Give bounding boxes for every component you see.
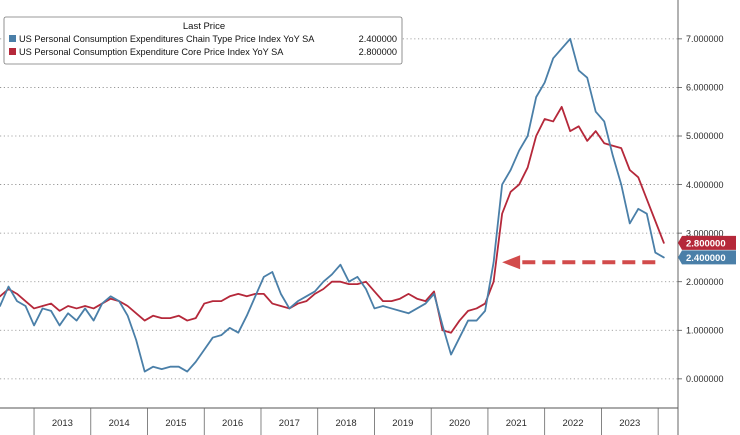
series-line-headline-pce <box>0 37 665 373</box>
x-tick-label: 2019 <box>392 418 413 429</box>
x-tick-label: 2020 <box>449 418 470 429</box>
last-price-badge-label: 2.800000 <box>686 238 726 249</box>
legend-box <box>3 16 403 65</box>
legend-entry-name: US Personal Consumption Expenditure Core… <box>19 47 284 57</box>
legend-swatch <box>9 35 16 42</box>
y-tick-label: 6.000000 <box>686 83 724 93</box>
x-tick-label: 2022 <box>562 418 583 429</box>
x-tick-label: 2018 <box>336 418 357 429</box>
x-tick-label: 2016 <box>222 418 243 429</box>
x-tick-label: 2013 <box>52 418 73 429</box>
x-tick-label: 2014 <box>109 418 130 429</box>
legend-entry-name: US Personal Consumption Expenditures Cha… <box>19 34 315 44</box>
x-tick-label: 2021 <box>506 418 527 429</box>
y-tick-label: 4.000000 <box>686 180 724 190</box>
legend-layer: Last Price US Personal Consumption Expend… <box>3 16 403 65</box>
x-tick-label: 2015 <box>165 418 186 429</box>
legend-entry-value: 2.800000 <box>359 47 397 57</box>
y-tick-label: 1.000000 <box>686 325 724 335</box>
y-tick-label: 3.000000 <box>686 228 724 238</box>
y-tick-label: 7.000000 <box>686 34 724 44</box>
grid-layer <box>0 38 678 380</box>
last-price-badge-label: 2.400000 <box>686 253 726 264</box>
legend-title: Last Price <box>183 21 225 32</box>
legend-swatch <box>9 48 16 55</box>
y-tick-label: 0.000000 <box>686 374 724 384</box>
y-tick-label: 2.000000 <box>686 277 724 287</box>
x-tick-label: 2017 <box>279 418 300 429</box>
annotation-layer <box>502 255 656 270</box>
last-price-badge-headline <box>678 250 736 265</box>
y-tick-label: 5.000000 <box>686 131 724 141</box>
axis-layer: 0.000000 1.000000 2.000000 3.000000 4.000000… <box>0 0 724 435</box>
series-layer <box>0 37 665 373</box>
last-price-badge-core <box>678 235 736 250</box>
annotation-arrowhead <box>502 255 521 270</box>
legend-entry-value: 2.400000 <box>359 34 397 44</box>
badge-layer: 2.400000 2.800000 <box>678 235 736 265</box>
series-line-core-pce <box>0 105 665 334</box>
x-tick-label: 2023 <box>619 418 640 429</box>
